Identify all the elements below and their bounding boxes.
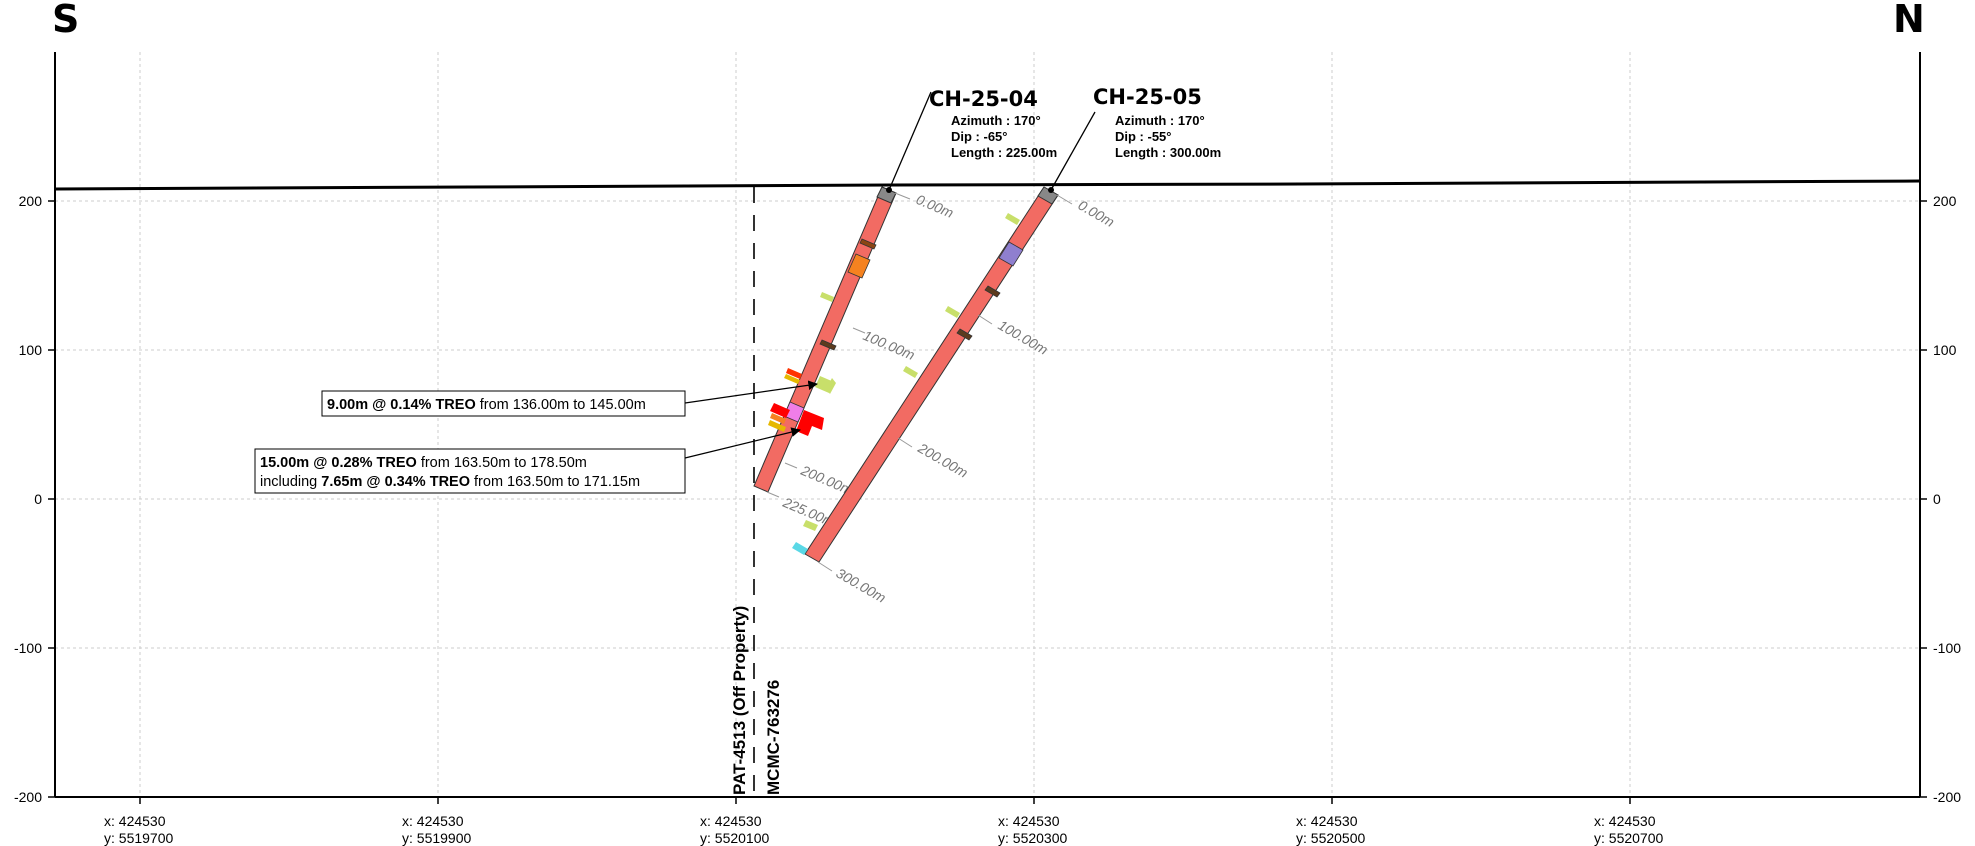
y-axis-left: 200 100 0 -100 -200 (14, 193, 42, 805)
hole-id-label: CH-25-04 (929, 87, 1038, 111)
x-tick-northing: y: 5519900 (402, 830, 471, 846)
y-tick-label: -200 (1933, 789, 1961, 805)
drillhole-ch-25-05[interactable]: 0.00m 100.00m 200.00m 300.00m CH-25-05 A… (792, 85, 1221, 606)
y-tick-label: 100 (1933, 342, 1957, 358)
length-label: Length : 300.00m (1115, 145, 1221, 160)
y-axis-right: 200 100 0 -100 -200 (1933, 193, 1961, 805)
intercept-range: from 163.50m to 178.50m (417, 455, 587, 471)
x-tick-northing: y: 5520700 (1594, 830, 1663, 846)
svg-text:9.00m @ 0.14% TREO from 136.00: 9.00m @ 0.14% TREO from 136.00m to 145.0… (327, 397, 646, 413)
x-tick-easting: x: 424530 (402, 813, 464, 829)
x-tick-northing: y: 5520300 (998, 830, 1067, 846)
length-label: Length : 225.00m (951, 145, 1057, 160)
y-tick-label: 200 (19, 193, 43, 209)
azimuth-label: Azimuth : 170° (1115, 113, 1205, 128)
dip-label: Dip : -65° (951, 129, 1007, 144)
x-tick-easting: x: 424530 (1296, 813, 1358, 829)
svg-text:15.00m @ 0.28% TREO from 163.5: 15.00m @ 0.28% TREO from 163.50m to 178.… (260, 455, 587, 471)
intercept-callout-2[interactable]: 15.00m @ 0.28% TREO from 163.50m to 178.… (254, 427, 801, 494)
x-tick-northing: y: 5519700 (104, 830, 173, 846)
x-tick-northing: y: 5520500 (1296, 830, 1365, 846)
south-direction-label: S (52, 0, 80, 41)
azimuth-label: Azimuth : 170° (951, 113, 1041, 128)
depth-label: 200.00m (915, 439, 971, 481)
including-range: from 163.50m to 171.15m (470, 474, 640, 490)
depth-label: 0.00m (1076, 197, 1118, 230)
y-tick-label: -100 (1933, 640, 1961, 656)
x-tick-easting: x: 424530 (104, 813, 166, 829)
y-tick-label: -200 (14, 789, 42, 805)
including-prefix: including (260, 474, 321, 490)
grid (55, 52, 1920, 797)
y-tick-label: 0 (1933, 491, 1941, 507)
depth-label: 100.00m (996, 317, 1051, 358)
y-tick-label: 200 (1933, 193, 1957, 209)
x-tick-easting: x: 424530 (1594, 813, 1656, 829)
hole-trace (804, 186, 1059, 563)
collar-marker (1037, 186, 1059, 205)
intercept-summary: 9.00m @ 0.14% TREO (327, 397, 476, 413)
boundary-left-claim-label: PAT-4513 (Off Property) (730, 606, 749, 795)
intercept-summary: 15.00m @ 0.28% TREO (260, 455, 417, 471)
topography-line (54, 179, 1921, 191)
boundary-right-claim-label: MCMC-763276 (764, 680, 783, 795)
y-tick-label: -100 (14, 640, 42, 656)
svg-text:including 7.65m @ 0.34% TREO f: including 7.65m @ 0.34% TREO from 163.50… (260, 474, 640, 490)
depth-label: 100.00m (861, 327, 918, 363)
intercept-range: from 136.00m to 145.00m (476, 397, 646, 413)
y-tick-label: 100 (19, 342, 43, 358)
x-tick-easting: x: 424530 (700, 813, 762, 829)
dip-label: Dip : -55° (1115, 129, 1171, 144)
north-direction-label: N (1893, 0, 1925, 41)
y-tick-label: 0 (34, 491, 42, 507)
x-axis: x: 424530 y: 5519700 x: 424530 y: 551990… (104, 813, 1663, 846)
depth-label: 300.00m (834, 565, 889, 606)
x-tick-northing: y: 5520100 (700, 830, 769, 846)
depth-label: 0.00m (914, 191, 956, 221)
frame (54, 52, 1921, 798)
drillhole-ch-25-04[interactable]: 0.00m 100.00m 200.00m 225.00m CH-25-04 A… (753, 87, 1057, 531)
hole-id-label: CH-25-05 (1093, 85, 1202, 109)
x-tick-easting: x: 424530 (998, 813, 1060, 829)
intercept-callout-1[interactable]: 9.00m @ 0.14% TREO from 136.00m to 145.0… (321, 380, 818, 417)
including-summary: 7.65m @ 0.34% TREO (321, 474, 470, 490)
